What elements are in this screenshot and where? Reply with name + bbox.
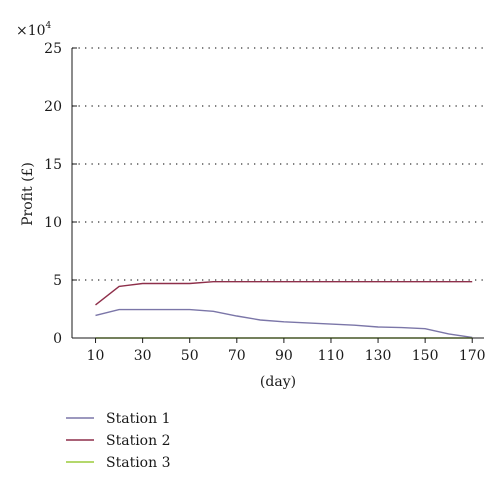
series-line-1 bbox=[95, 308, 473, 339]
y-tick-label: 0 bbox=[53, 331, 62, 347]
y-tick-label: 20 bbox=[44, 99, 62, 115]
legend: Station 1 Station 2 Station 3 bbox=[66, 411, 170, 471]
y-multiplier-label: ×104 bbox=[16, 21, 52, 39]
y-tick-label: 5 bbox=[53, 273, 62, 289]
x-tick-label: 170 bbox=[459, 348, 486, 364]
y-multiplier-exponent: 4 bbox=[46, 21, 52, 31]
legend-label-2: Station 2 bbox=[106, 433, 170, 449]
y-ticks: 0 5 10 15 20 25 bbox=[44, 41, 77, 347]
x-tick-label: 130 bbox=[365, 348, 392, 364]
legend-label-3: Station 3 bbox=[106, 455, 170, 471]
series-line-2 bbox=[95, 281, 473, 306]
x-ticks: 10 30 50 70 90 110 130 150 170 bbox=[87, 338, 486, 364]
x-tick-label: 70 bbox=[228, 348, 246, 364]
x-tick-label: 10 bbox=[87, 348, 105, 364]
y-tick-label: 25 bbox=[44, 41, 62, 57]
x-tick-label: 90 bbox=[275, 348, 293, 364]
y-tick-label: 10 bbox=[44, 215, 62, 231]
x-axis-label: (day) bbox=[260, 374, 296, 390]
axes bbox=[71, 48, 484, 339]
y-tick-label: 15 bbox=[44, 157, 62, 173]
y-multiplier-base: ×10 bbox=[16, 23, 46, 39]
gridlines bbox=[72, 47, 484, 281]
x-tick-label: 30 bbox=[134, 348, 152, 364]
y-axis-label: Profit (£) bbox=[20, 162, 36, 226]
x-tick-label: 150 bbox=[412, 348, 439, 364]
x-tick-label: 110 bbox=[318, 348, 345, 364]
series-lines bbox=[95, 281, 473, 339]
legend-label-1: Station 1 bbox=[106, 411, 170, 427]
x-tick-label: 50 bbox=[181, 348, 199, 364]
